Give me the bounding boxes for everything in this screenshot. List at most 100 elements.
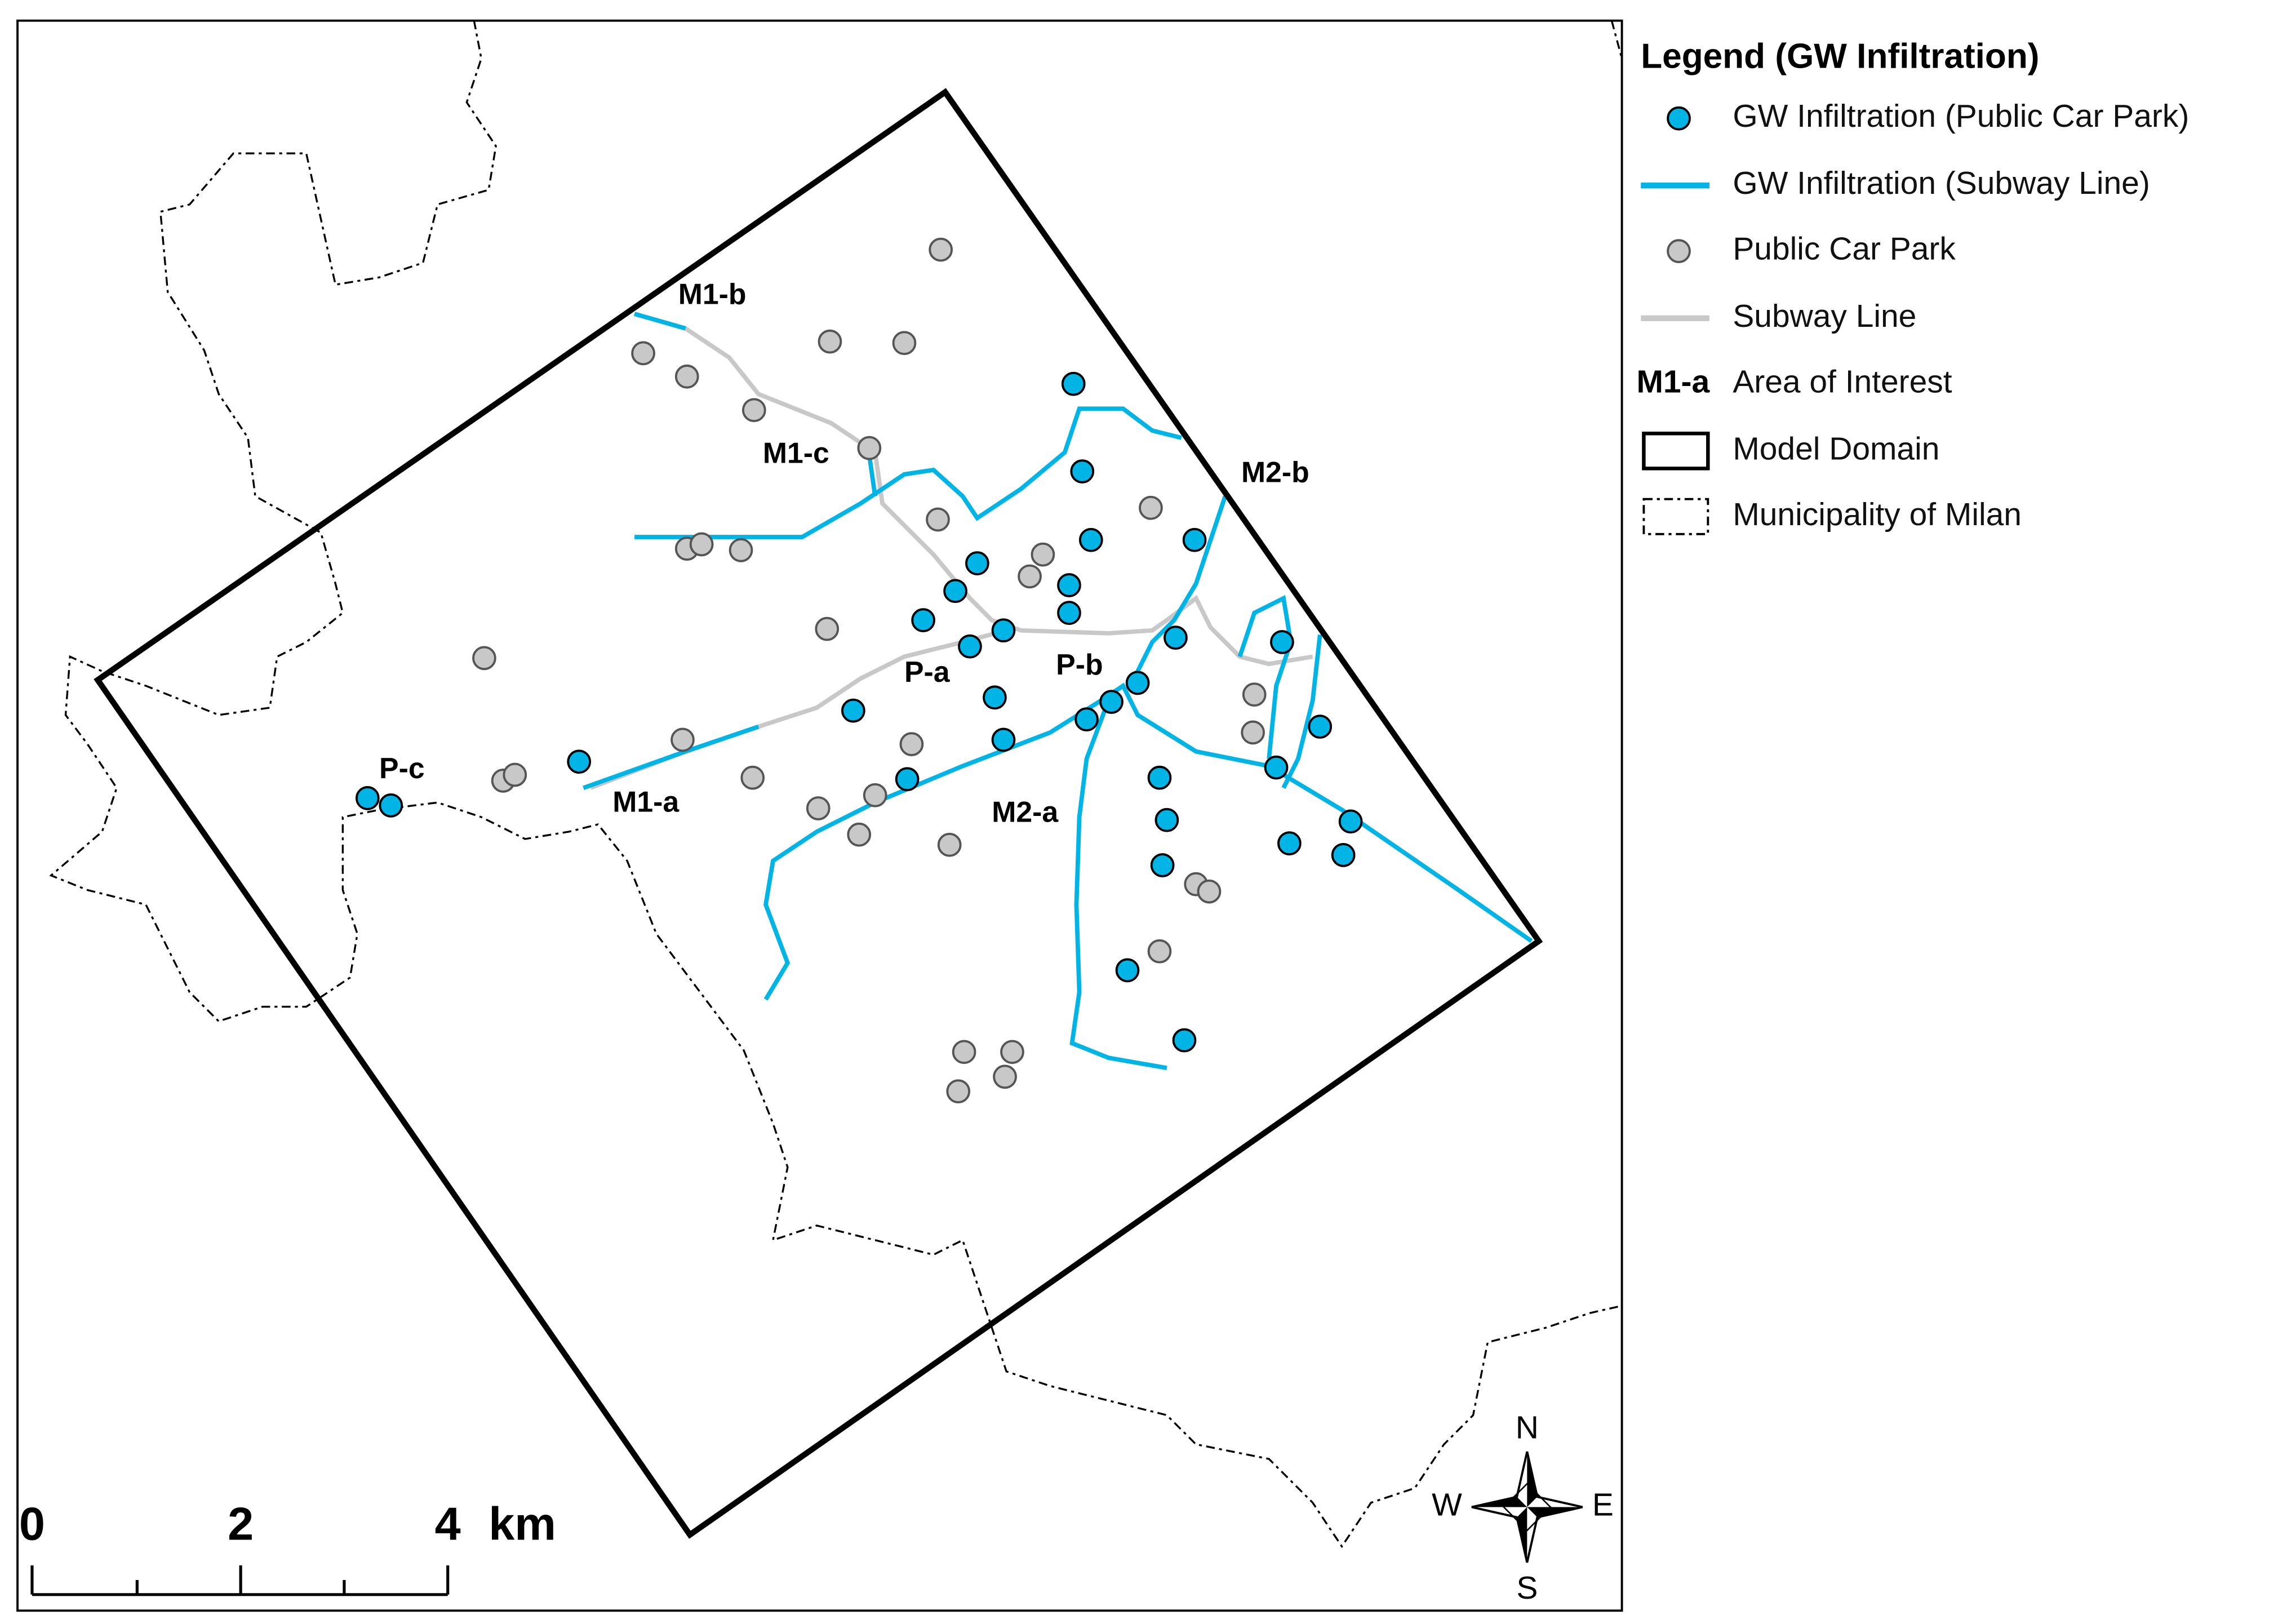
car-park [952, 1040, 976, 1064]
car-park [937, 832, 962, 857]
infiltration-car-park [1057, 573, 1081, 597]
area-label: M1-c [763, 437, 829, 469]
compass-e: E [1592, 1487, 1614, 1523]
infiltration-car-park [958, 634, 982, 659]
legend-symbol [1667, 239, 1691, 264]
car-park [863, 783, 887, 807]
infiltration-car-park [943, 579, 967, 604]
car-park [892, 331, 917, 356]
scale-label: 2 [228, 1498, 254, 1550]
car-park [929, 237, 953, 262]
subway-line [633, 312, 1313, 667]
scale-label: 4 [435, 1498, 461, 1550]
infiltration-car-park [911, 608, 935, 632]
infiltration-car-park [1154, 807, 1179, 832]
infiltration-car-park [1172, 1028, 1197, 1053]
legend-label: Model Domain [1733, 431, 1939, 467]
area-label: M2-b [1241, 455, 1309, 488]
car-park [729, 538, 753, 562]
municipality-boundary [49, 20, 1622, 1548]
infiltration-car-park [895, 767, 920, 792]
car-park [1000, 1040, 1024, 1064]
car-park [1031, 542, 1055, 567]
infiltration-car-park [1331, 843, 1356, 867]
infiltration-car-park [1182, 527, 1207, 552]
model-domain [94, 88, 1543, 1539]
legend-label: Municipality of Milan [1733, 496, 2022, 533]
infiltration-car-park [1164, 625, 1188, 650]
scale-label: 0 [19, 1498, 45, 1550]
area-label: P-b [1056, 648, 1103, 681]
infiltration-car-park [965, 551, 989, 575]
car-park [946, 1079, 971, 1104]
car-park [740, 765, 765, 790]
car-park [1197, 879, 1222, 904]
legend-label: Area of Interest [1733, 363, 1952, 400]
infiltration-line [1128, 495, 1228, 687]
infiltration-car-park [1125, 671, 1150, 695]
infiltration-car-park [1070, 459, 1095, 483]
compass-n: N [1516, 1409, 1539, 1445]
infiltration-car-park [1115, 958, 1140, 983]
municipality-boundary [1610, 20, 1623, 59]
infiltration-line [634, 406, 1182, 539]
area-label: P-a [904, 655, 951, 688]
legend-symbol [1642, 432, 1710, 471]
compass-star [1471, 1452, 1583, 1563]
infiltration-line [1069, 699, 1167, 1071]
infiltration-car-park [1277, 831, 1302, 856]
car-park [993, 1064, 1017, 1089]
infiltration-car-park [1147, 765, 1172, 790]
infiltration-car-park [567, 749, 592, 774]
legend-symbol-label: M1-a [1636, 363, 1710, 400]
infiltration-car-park [1078, 527, 1103, 552]
car-park [1242, 682, 1267, 707]
car-park [1018, 564, 1042, 589]
car-park [503, 762, 527, 787]
infiltration-car-park [841, 698, 865, 723]
infiltration-car-park [1264, 755, 1289, 780]
car-park [857, 436, 882, 460]
legend-symbol [1642, 498, 1709, 535]
legend-label: GW Infiltration (Public Car Park) [1733, 98, 2189, 134]
infiltration-car-park [1150, 853, 1175, 877]
infiltration-car-park [983, 685, 1007, 710]
car-park [847, 822, 872, 847]
compass-w: W [1432, 1487, 1462, 1523]
infiltration-line [1237, 594, 1293, 759]
legend-label: Subway Line [1733, 298, 1916, 334]
legend-symbol [1667, 106, 1691, 131]
infiltration-line [633, 312, 686, 331]
car-park [741, 398, 766, 423]
infiltration-car-park [991, 618, 1016, 643]
infiltration-car-park [1074, 707, 1099, 731]
car-park [815, 616, 840, 641]
car-park [806, 796, 831, 820]
car-park [674, 364, 699, 389]
infiltration-car-park [1061, 371, 1086, 396]
car-park [1241, 720, 1265, 745]
infiltration-car-park [379, 793, 403, 818]
legend-label: GW Infiltration (Subway Line) [1733, 165, 2150, 201]
compass-s: S [1516, 1570, 1538, 1606]
car-park [899, 732, 924, 756]
infiltration-car-park [355, 786, 380, 810]
infiltration-line [1281, 634, 1322, 789]
infiltration-car-park [1308, 715, 1333, 739]
legend-label: Public Car Park [1733, 231, 1956, 267]
legend-title: Legend (GW Infiltration) [1641, 37, 2039, 76]
area-label: M1-b [678, 278, 747, 310]
scale-unit: km [489, 1498, 556, 1550]
infiltration-car-park [1099, 690, 1123, 714]
car-park [631, 341, 655, 366]
compass-star [1503, 1483, 1552, 1532]
area-label: P-c [379, 752, 425, 784]
infiltration-car-park [1338, 809, 1363, 834]
car-park [472, 646, 496, 671]
car-park [926, 507, 950, 532]
car-park [1139, 495, 1163, 520]
car-park [818, 329, 842, 354]
car-park [1147, 939, 1172, 964]
car-park [670, 727, 695, 752]
